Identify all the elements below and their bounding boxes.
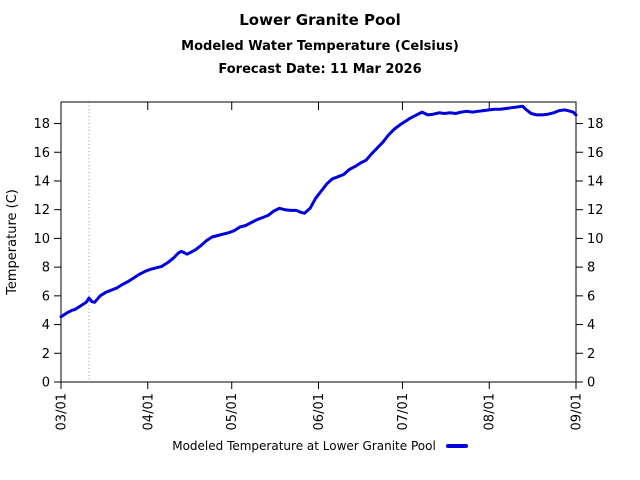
y-tick-label-right: 0 <box>587 376 595 391</box>
y-tick-label-left: 4 <box>42 318 50 333</box>
y-tick-label-right: 16 <box>587 146 604 161</box>
y-tick-label-right: 6 <box>587 289 595 304</box>
x-tick-label: 08/01 <box>483 393 498 430</box>
y-tick-label-right: 12 <box>587 203 604 218</box>
page-title: Lower Granite Pool <box>239 11 401 29</box>
forecast-date-label: Forecast Date: 11 Mar 2026 <box>218 62 422 77</box>
plot-frame <box>60 101 577 383</box>
chart-subtitle: Modeled Water Temperature (Celsius) <box>181 39 459 54</box>
y-tick-label-left: 18 <box>33 117 50 132</box>
x-tick-label: 05/01 <box>225 393 240 430</box>
legend-label: Modeled Temperature at Lower Granite Poo… <box>172 439 436 453</box>
y-tick-label-left: 2 <box>42 347 50 362</box>
y-tick-label-right: 2 <box>587 347 595 362</box>
y-tick-label-right: 4 <box>587 318 595 333</box>
y-tick-label-left: 8 <box>42 261 50 276</box>
x-tick-label: 04/01 <box>141 393 156 430</box>
x-tick-label: 07/01 <box>396 393 411 430</box>
y-tick-label-left: 12 <box>33 203 50 218</box>
x-tick-label: 06/01 <box>312 393 327 430</box>
y-tick-label-left: 14 <box>33 174 50 189</box>
y-tick-label-right: 14 <box>587 174 604 189</box>
y-axis-title: Temperature (C) <box>5 189 20 296</box>
x-tick-label: 09/01 <box>570 393 585 430</box>
y-tick-label-right: 8 <box>587 261 595 276</box>
y-tick-label-right: 18 <box>587 117 604 132</box>
y-tick-label-right: 10 <box>587 232 604 247</box>
temperature-series-line <box>59 104 578 319</box>
legend-line-sample <box>445 444 468 448</box>
y-tick-label-left: 0 <box>42 376 50 391</box>
y-tick-label-left: 10 <box>33 232 50 247</box>
x-tick-label: 03/01 <box>55 393 70 430</box>
y-tick-label-left: 16 <box>33 146 50 161</box>
y-tick-label-left: 6 <box>42 289 50 304</box>
chart-legend: Modeled Temperature at Lower Granite Poo… <box>0 439 640 453</box>
